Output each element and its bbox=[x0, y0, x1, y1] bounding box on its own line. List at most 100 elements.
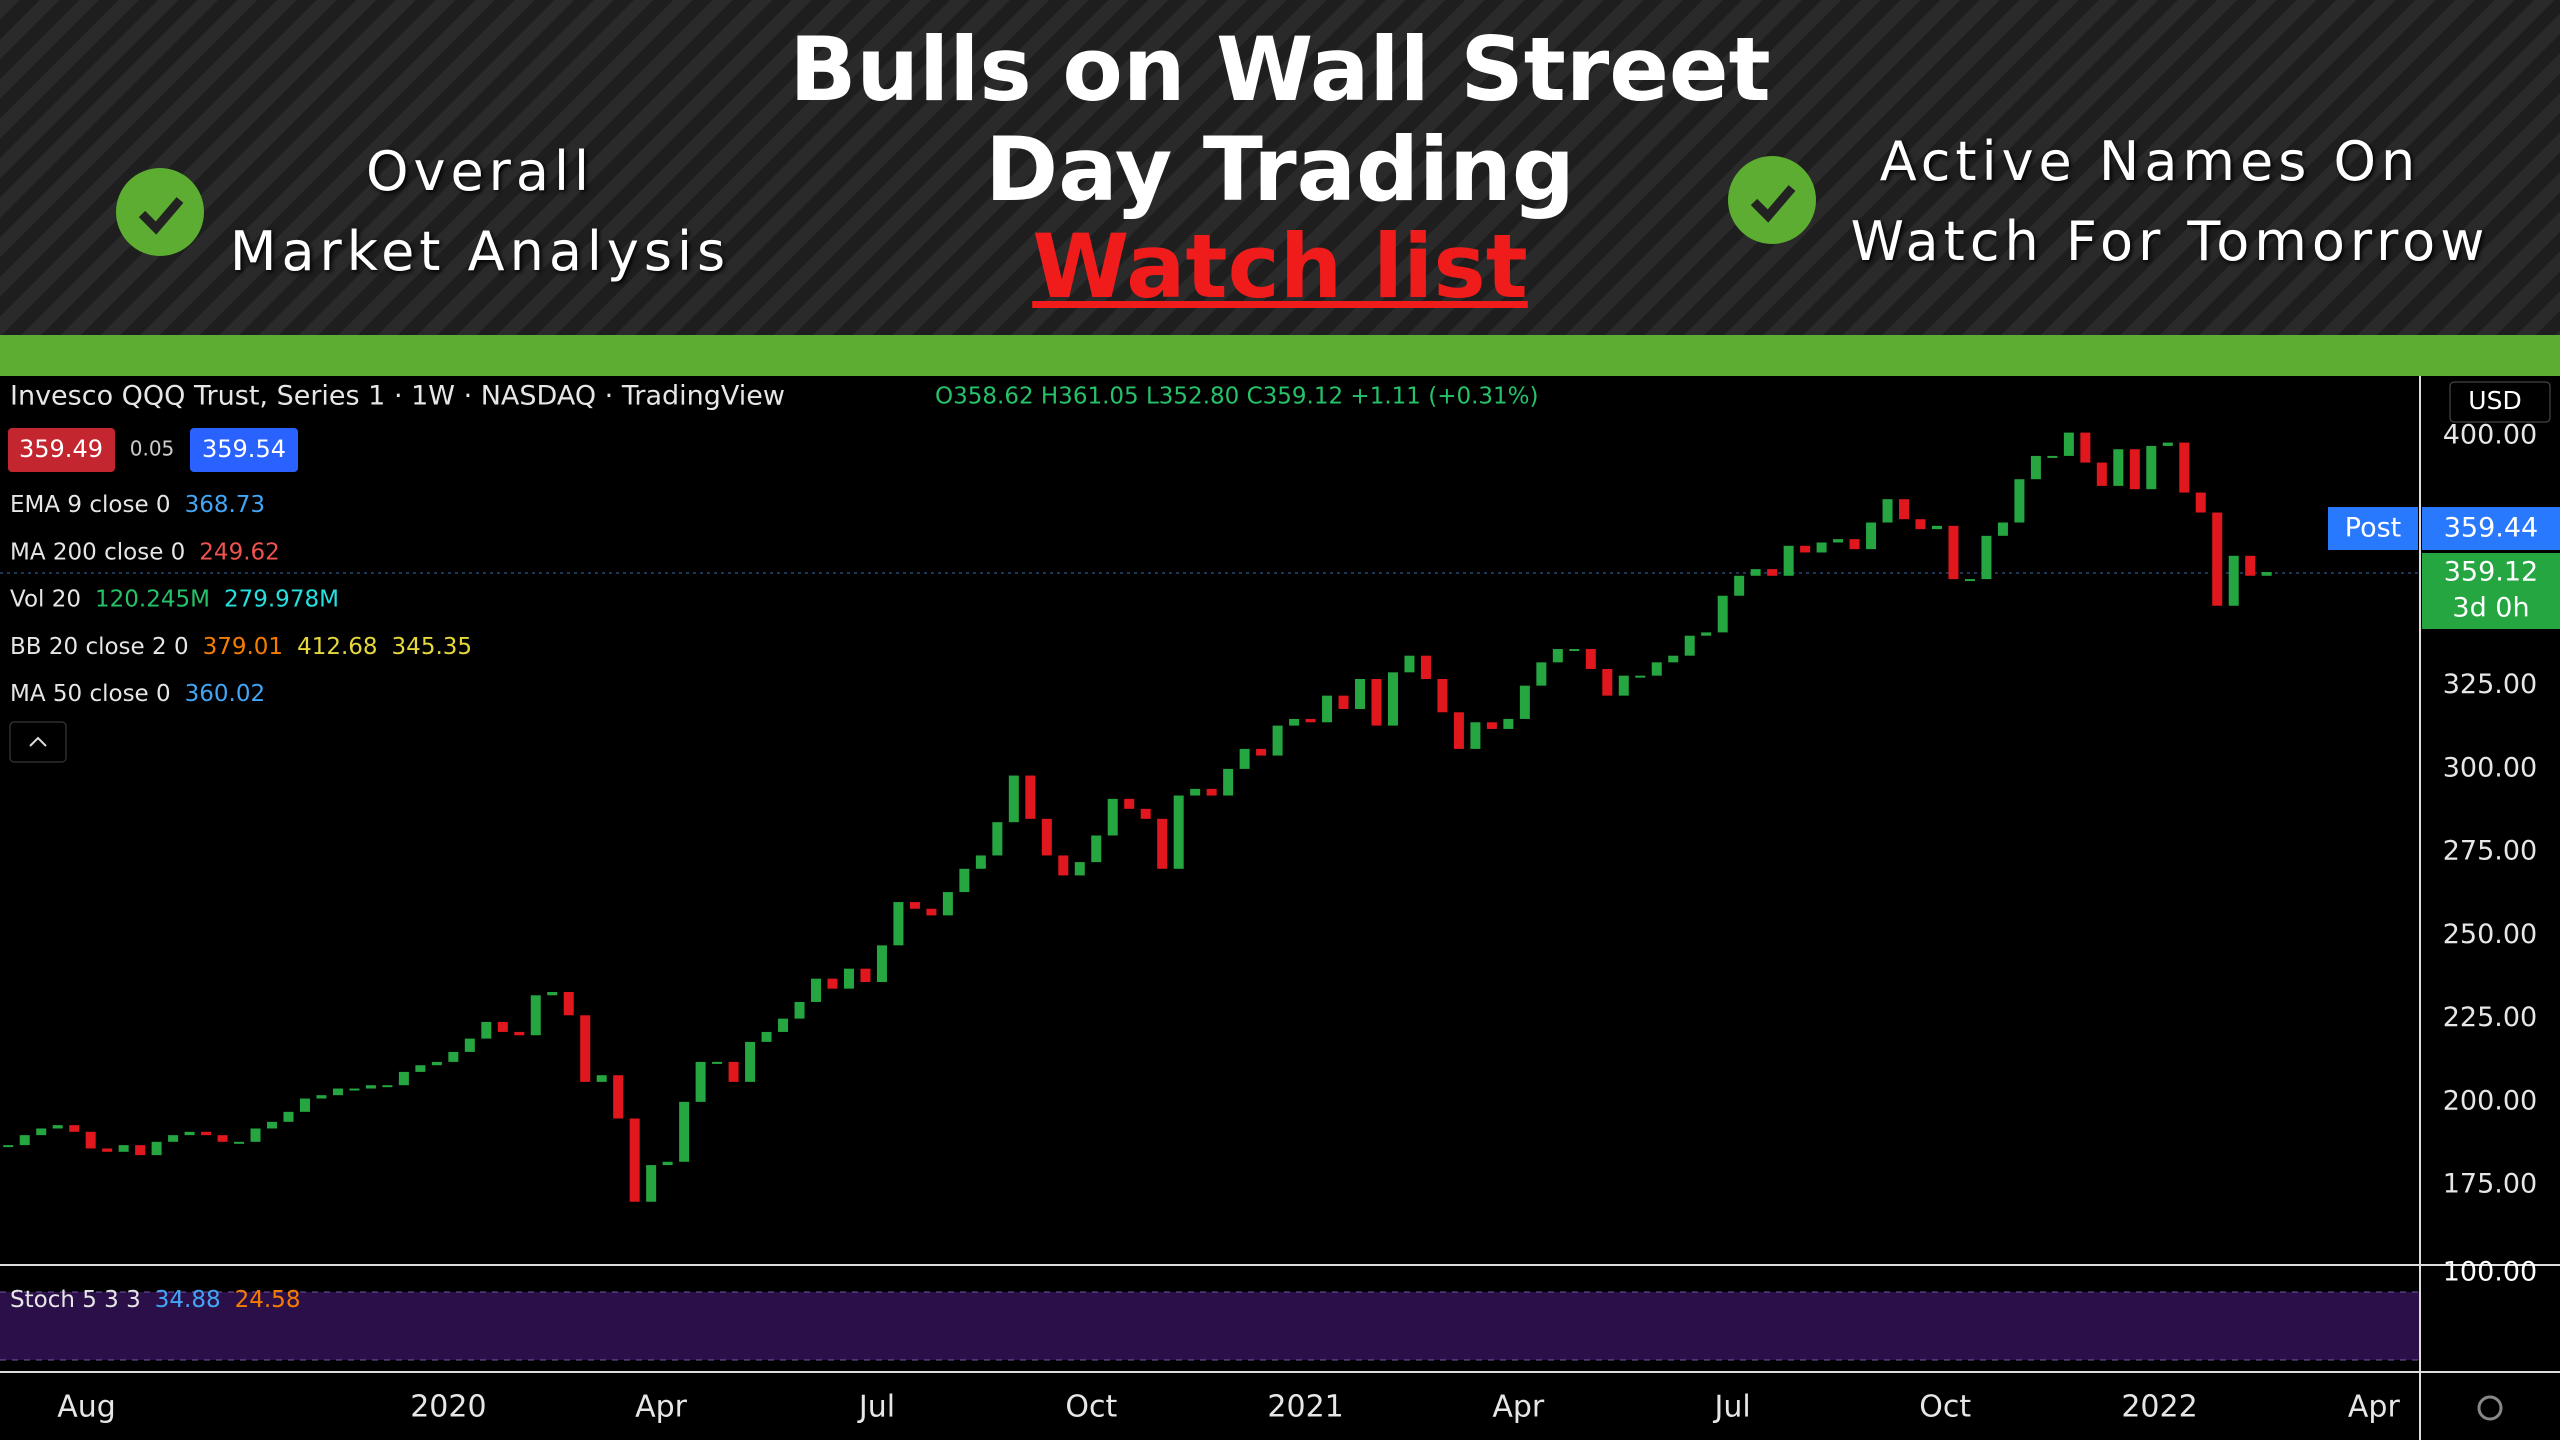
candle bbox=[481, 1021, 492, 1039]
candle bbox=[2129, 449, 2140, 490]
candle bbox=[1618, 675, 1629, 696]
ohlc: O358.62 H361.05 L352.80 C359.12 +1.11 (+… bbox=[935, 384, 1539, 410]
candle bbox=[1981, 535, 1992, 580]
currency: USD bbox=[2468, 386, 2521, 415]
right-line: Watch For Tomorrow bbox=[1850, 210, 2490, 273]
right-line: Active Names On bbox=[1879, 130, 2421, 193]
candle bbox=[1289, 718, 1300, 726]
x-tick-label: 2022 bbox=[2121, 1390, 2197, 1425]
check-icon bbox=[116, 168, 204, 256]
candle bbox=[596, 1075, 607, 1082]
candle bbox=[1173, 795, 1184, 869]
settings-icon[interactable] bbox=[2477, 1395, 2503, 1421]
candle bbox=[267, 1121, 278, 1129]
bid-box bbox=[8, 428, 115, 472]
candle bbox=[102, 1148, 113, 1152]
candle bbox=[1091, 835, 1102, 863]
left-line: Overall bbox=[366, 140, 594, 203]
indicator-row: EMA 9 close 0 368.73 bbox=[10, 492, 265, 518]
candle bbox=[1734, 575, 1745, 596]
check-mark bbox=[138, 197, 184, 235]
candle bbox=[1371, 678, 1382, 726]
currency-button[interactable] bbox=[2449, 381, 2551, 423]
candle bbox=[1651, 662, 1662, 676]
candle bbox=[52, 1125, 63, 1129]
candle bbox=[2179, 442, 2190, 493]
candle bbox=[613, 1075, 624, 1119]
candle bbox=[1223, 768, 1234, 796]
candle bbox=[1322, 695, 1333, 723]
candle bbox=[745, 1041, 756, 1082]
indicator-name: MA 200 close 0 bbox=[10, 539, 185, 565]
candle bbox=[365, 1085, 376, 1089]
candle bbox=[299, 1098, 310, 1112]
candle bbox=[1074, 862, 1085, 876]
candle bbox=[695, 1061, 706, 1102]
candle bbox=[19, 1135, 30, 1146]
candle bbox=[69, 1125, 80, 1132]
collapse-button[interactable] bbox=[9, 721, 67, 763]
candle bbox=[1124, 798, 1135, 809]
indicator-value: 249.62 bbox=[199, 539, 279, 565]
candle bbox=[1256, 748, 1267, 756]
candle bbox=[959, 868, 970, 893]
left-line: Market Analysis bbox=[229, 220, 731, 283]
candle bbox=[1833, 539, 1844, 543]
candle bbox=[778, 1018, 789, 1032]
candle bbox=[1404, 655, 1415, 673]
candle bbox=[1140, 808, 1151, 819]
candle bbox=[1239, 748, 1250, 769]
candle bbox=[1519, 685, 1530, 719]
candle bbox=[184, 1131, 195, 1136]
ask-box bbox=[190, 428, 298, 472]
candle bbox=[1025, 775, 1036, 819]
indicator-value: 34.88 bbox=[155, 1287, 221, 1313]
candle bbox=[1783, 545, 1794, 576]
candle bbox=[1948, 525, 1959, 580]
candle bbox=[712, 1061, 723, 1064]
candle bbox=[860, 968, 871, 982]
ask: 359.54 bbox=[202, 435, 286, 463]
candle bbox=[1387, 672, 1398, 726]
candle bbox=[2195, 492, 2206, 513]
candle bbox=[992, 822, 1003, 856]
candle bbox=[250, 1128, 261, 1142]
last-price-box bbox=[2422, 553, 2560, 629]
y-tick-label: 400.00 bbox=[2443, 419, 2537, 450]
indicator-row: Vol 20 120.245M 279.978M bbox=[10, 586, 339, 612]
indicator-name: MA 50 close 0 bbox=[10, 681, 171, 707]
indicator-row: BB 20 close 2 0 379.01 412.68 345.35 bbox=[10, 633, 472, 659]
x-tick-label: 2020 bbox=[410, 1390, 486, 1425]
candle bbox=[2113, 449, 2124, 486]
volume-scale: 100.00 bbox=[2443, 1257, 2537, 1288]
candle bbox=[398, 1071, 409, 1086]
candle bbox=[234, 1141, 245, 1144]
post-price: 359.44 bbox=[2444, 513, 2538, 544]
y-tick-label: 175.00 bbox=[2443, 1169, 2537, 1200]
last-price: 359.12 bbox=[2444, 557, 2538, 588]
y-tick-label: 250.00 bbox=[2443, 919, 2537, 950]
candle bbox=[2146, 445, 2157, 490]
indicator-value: 368.73 bbox=[185, 492, 265, 518]
candle bbox=[547, 991, 558, 996]
indicator-row: MA 200 close 0 249.62 bbox=[10, 539, 280, 565]
stoch-band bbox=[0, 1292, 2420, 1360]
candle bbox=[580, 1015, 591, 1082]
candle bbox=[1750, 569, 1761, 576]
x-tick-label: Aug bbox=[57, 1390, 116, 1425]
symbol: Invesco QQQ Trust, Series 1 · 1W · NASDA… bbox=[10, 381, 785, 412]
candle bbox=[415, 1065, 426, 1072]
candle bbox=[382, 1085, 393, 1088]
candle bbox=[2063, 432, 2074, 456]
indicator-value: 279.978M bbox=[224, 586, 339, 612]
candle bbox=[1668, 655, 1679, 663]
candle bbox=[3, 1145, 14, 1148]
x-tick-label: Oct bbox=[1065, 1390, 1117, 1425]
candle bbox=[1437, 678, 1448, 713]
x-tick-label: Jul bbox=[857, 1390, 895, 1425]
candle bbox=[1157, 818, 1168, 869]
candle bbox=[1701, 632, 1712, 636]
candle bbox=[942, 892, 953, 916]
candle bbox=[876, 945, 887, 982]
